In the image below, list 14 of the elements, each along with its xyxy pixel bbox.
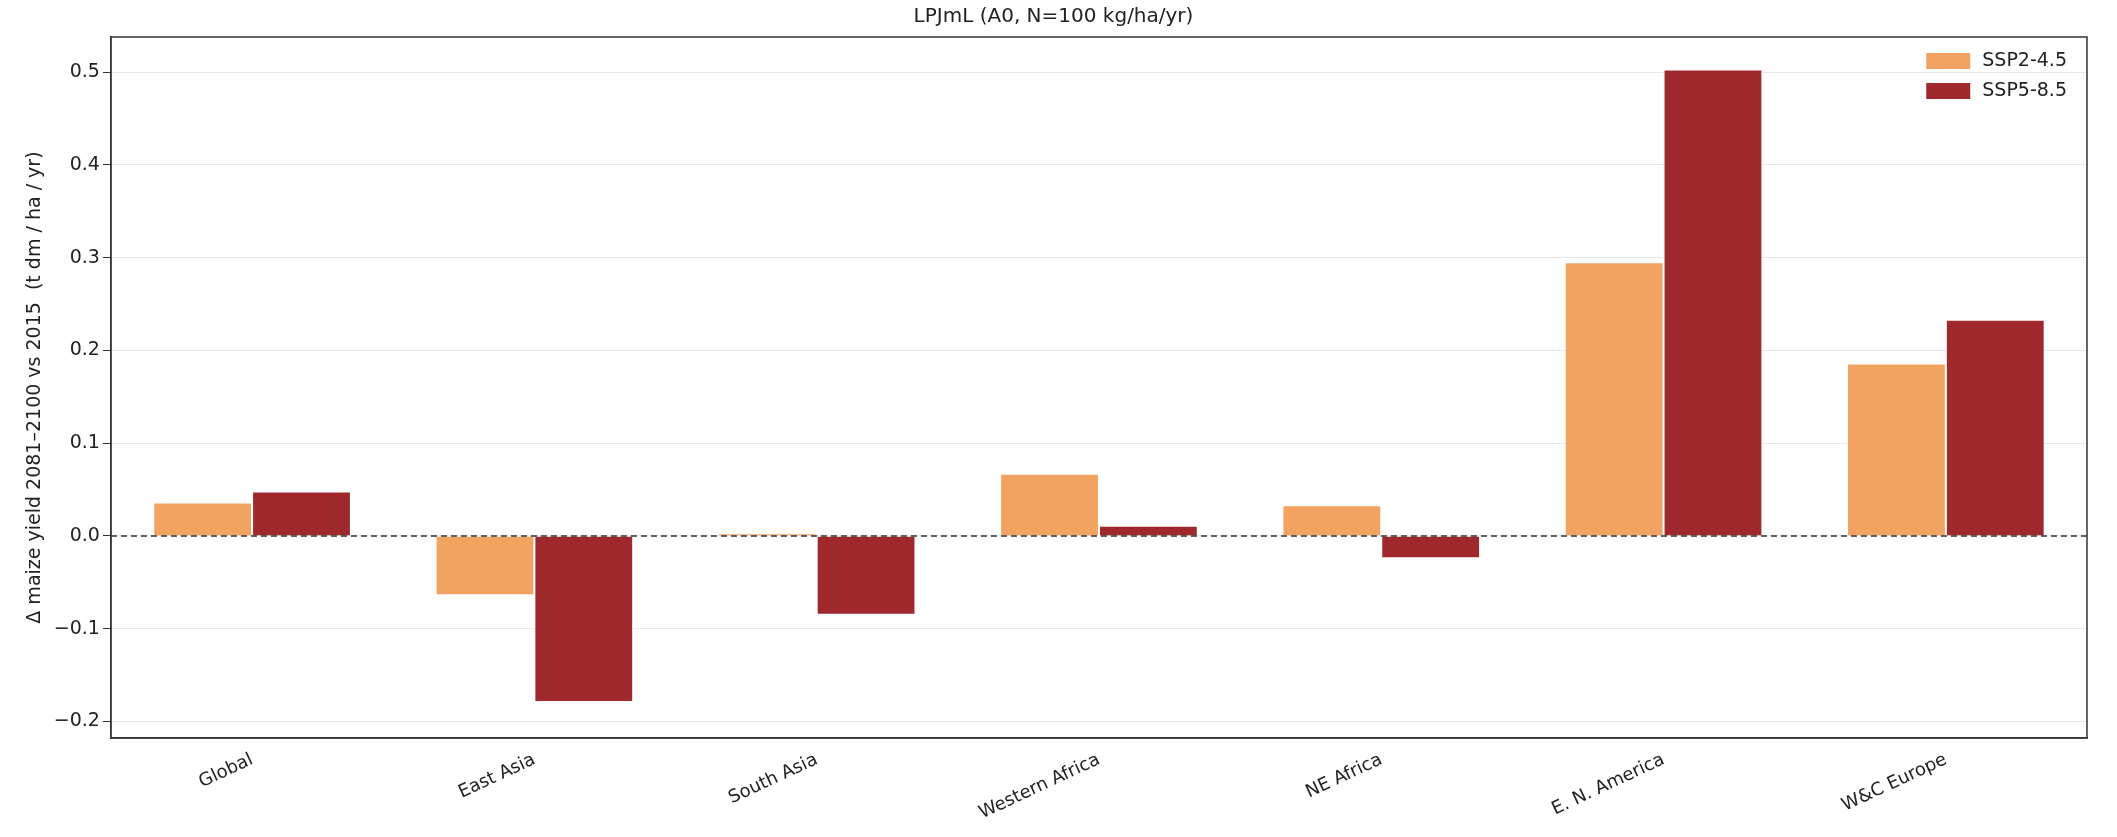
chart-title: LPJmL (A0, N=100 kg/ha/yr) — [913, 3, 1194, 28]
y-tick-label: −0.1 — [53, 615, 100, 638]
y-tick-label: −0.2 — [53, 708, 100, 731]
x-tick-label: NE Africa — [1301, 747, 1385, 802]
y-axis-title: Δ maize yield 2081–2100 vs 2015 (t dm / ha / yr) — [22, 151, 45, 624]
legend-label: SSP2-4.5 — [1982, 47, 2068, 70]
y-tick-label: 0.0 — [69, 522, 100, 545]
y-tick-label: 0.1 — [69, 430, 100, 453]
y-tick-label: 0.2 — [69, 337, 100, 360]
y-tick-label: 0.4 — [69, 151, 100, 174]
legend-label: SSP5-8.5 — [1982, 77, 2068, 100]
y-tick-label: 0.3 — [69, 244, 100, 267]
y-tick-label: 0.5 — [69, 59, 100, 82]
x-tick-label: East Asia — [454, 747, 539, 802]
